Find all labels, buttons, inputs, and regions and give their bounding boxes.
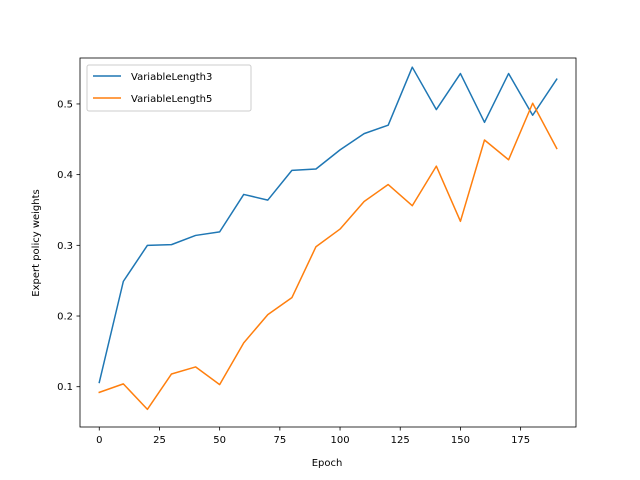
legend-label-2: VariableLength5 <box>131 94 212 105</box>
legend-label-1: VariableLength3 <box>131 72 212 83</box>
x-tick-label: 100 <box>330 435 349 446</box>
axes: 0 25 50 75 100 125 150 175 0.1 0.2 0.3 0.4 0.5 <box>57 57 577 446</box>
legend-box <box>86 64 252 112</box>
series-line-1 <box>98 66 558 384</box>
y-tick-label: 0.1 <box>57 382 73 393</box>
x-tick-label: 125 <box>391 435 410 446</box>
x-tick-label: 150 <box>451 435 470 446</box>
legend: VariableLength3 VariableLength5 <box>86 64 252 112</box>
x-tick-label: 50 <box>213 435 226 446</box>
x-tick-label: 0 <box>96 435 102 446</box>
y-tick-label: 0.2 <box>57 312 73 323</box>
y-tick-label: 0.3 <box>57 241 73 252</box>
series-line-2 <box>98 102 558 411</box>
y-tick-label: 0.5 <box>57 99 73 110</box>
axes-frame <box>79 57 577 428</box>
x-tick-label: 25 <box>153 435 166 446</box>
plot-area <box>98 66 558 411</box>
x-tick-label: 75 <box>273 435 286 446</box>
y-tick-label: 0.4 <box>57 170 73 181</box>
y-axis-label: Expert policy weights <box>31 189 42 297</box>
x-axis-label: Epoch <box>312 458 343 469</box>
x-tick-label: 175 <box>511 435 530 446</box>
